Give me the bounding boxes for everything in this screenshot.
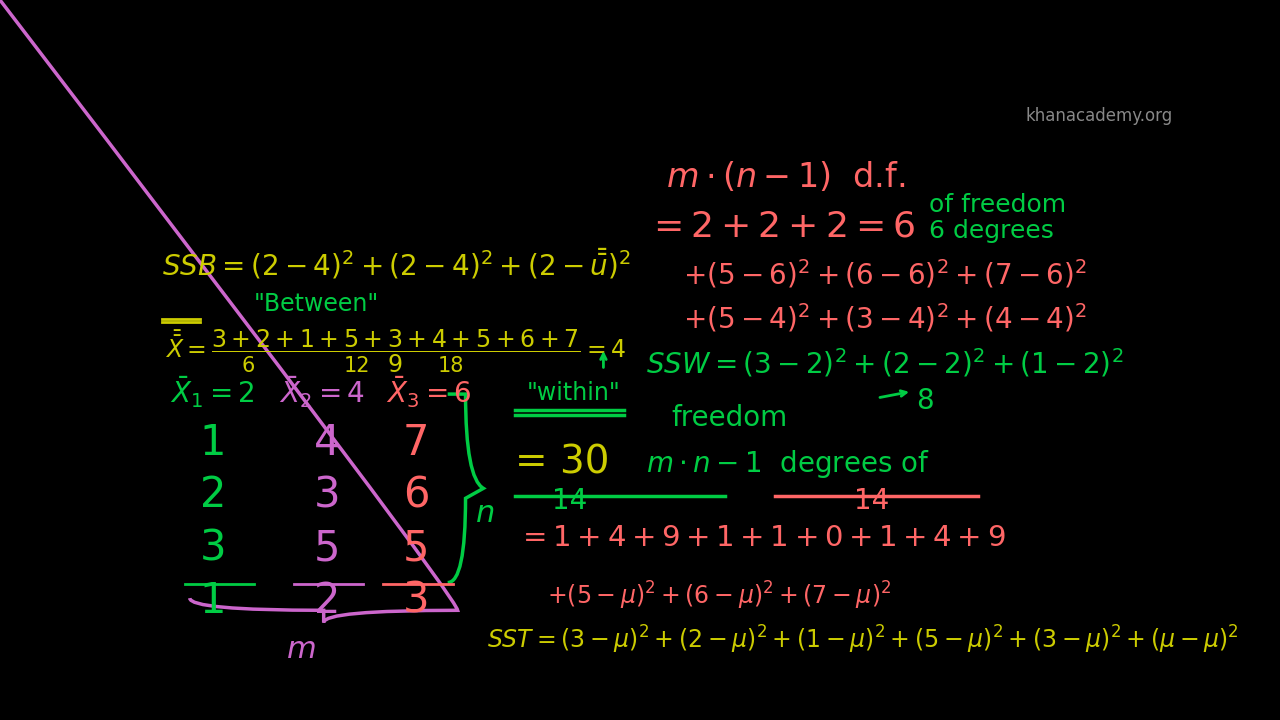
Text: $SSW = (3-2)^2+(2-2)^2+(1-2)^2$: $SSW = (3-2)^2+(2-2)^2+(1-2)^2$ bbox=[646, 347, 1124, 380]
Text: 6: 6 bbox=[403, 474, 430, 516]
Text: 6 degrees: 6 degrees bbox=[929, 220, 1053, 243]
Text: 6: 6 bbox=[242, 356, 255, 377]
Text: freedom: freedom bbox=[671, 403, 787, 431]
Text: 1: 1 bbox=[200, 422, 227, 464]
Text: khanacademy.org: khanacademy.org bbox=[1025, 107, 1172, 125]
Text: 1: 1 bbox=[200, 580, 227, 622]
Text: m: m bbox=[287, 635, 316, 665]
Text: 8: 8 bbox=[916, 387, 933, 415]
Text: 3: 3 bbox=[200, 527, 227, 569]
Text: 14: 14 bbox=[552, 487, 588, 515]
Text: $SSB = (2-4)^2+(2-4)^2+(2-\bar{\bar{u}})^2$: $SSB = (2-4)^2+(2-4)^2+(2-\bar{\bar{u}})… bbox=[163, 247, 631, 282]
Text: $= 2+2+2 = 6$: $= 2+2+2 = 6$ bbox=[646, 210, 915, 243]
Text: 4: 4 bbox=[314, 422, 340, 464]
Text: $+(5-4)^2+(3-4)^2+(4-4)^2$: $+(5-4)^2+(3-4)^2+(4-4)^2$ bbox=[682, 302, 1087, 334]
Text: 2: 2 bbox=[200, 474, 227, 516]
Text: of freedom: of freedom bbox=[929, 193, 1066, 217]
Text: "within": "within" bbox=[527, 382, 621, 405]
Text: 12: 12 bbox=[343, 356, 370, 377]
Text: "Between": "Between" bbox=[255, 292, 379, 315]
Text: 7: 7 bbox=[403, 422, 429, 464]
Text: 14: 14 bbox=[855, 487, 890, 515]
Text: $m \cdot (n-1)$  d.f.: $m \cdot (n-1)$ d.f. bbox=[666, 160, 905, 194]
Text: 18: 18 bbox=[438, 356, 465, 377]
Text: $\bar{\bar{X}} = \dfrac{3+2+1+5+3+4+5+6+7}{9} = 4$: $\bar{\bar{X}} = \dfrac{3+2+1+5+3+4+5+6+… bbox=[165, 328, 626, 375]
Text: $\bar{X}_1=2$: $\bar{X}_1=2$ bbox=[170, 374, 255, 410]
Text: $m \cdot n - 1$  degrees of: $m \cdot n - 1$ degrees of bbox=[646, 448, 931, 480]
Text: $SST = (3-\mu)^2+(2-\mu)^2+(1-\mu)^2+(5-\mu)^2+(3-\mu)^2+(\mu-\mu)^2$: $SST = (3-\mu)^2+(2-\mu)^2+(1-\mu)^2+(5-… bbox=[488, 624, 1239, 657]
Text: 5: 5 bbox=[314, 527, 340, 569]
Text: n: n bbox=[475, 500, 495, 528]
Text: 3: 3 bbox=[403, 580, 430, 622]
Text: $\bar{X}_3=6$: $\bar{X}_3=6$ bbox=[387, 374, 472, 410]
Text: $\bar{X}_2=4$: $\bar{X}_2=4$ bbox=[279, 374, 365, 410]
Text: = 30: = 30 bbox=[515, 444, 609, 482]
Text: $+(5-\mu)^2+(6-\mu)^2+(7-\mu)^2$: $+(5-\mu)^2+(6-\mu)^2+(7-\mu)^2$ bbox=[547, 580, 891, 612]
Text: 3: 3 bbox=[314, 474, 340, 516]
Text: 5: 5 bbox=[403, 527, 430, 569]
Text: $= 1+4+9+1+1+0+1+4+9$: $= 1+4+9+1+1+0+1+4+9$ bbox=[517, 524, 1006, 552]
Text: 2: 2 bbox=[314, 580, 340, 622]
Text: $+(5-6)^2+(6-6)^2+(7-6)^2$: $+(5-6)^2+(6-6)^2+(7-6)^2$ bbox=[682, 257, 1087, 290]
